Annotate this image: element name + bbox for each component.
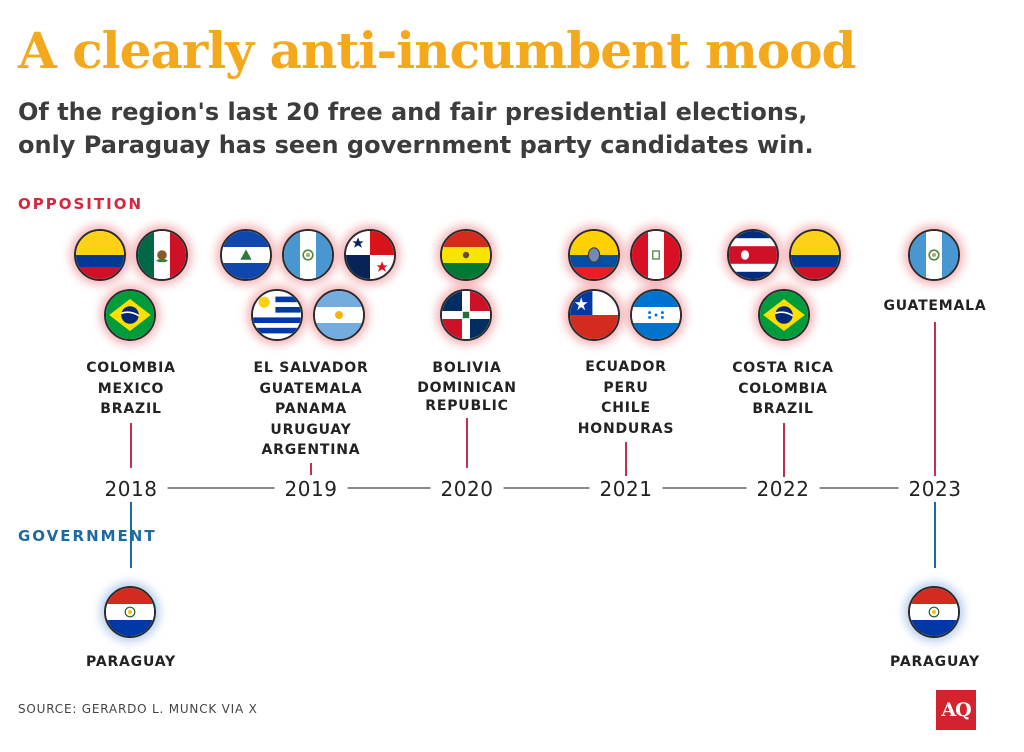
connector-2021-opposition: [625, 442, 627, 476]
connector-2018-opposition: [130, 423, 132, 468]
dominican-republic-flag-icon: [440, 289, 492, 341]
timeline-axis: [130, 487, 935, 489]
paraguay-flag-icon: [104, 586, 156, 638]
country-name: ARGENTINA: [261, 442, 361, 458]
year-label-2018: 2018: [94, 477, 168, 501]
country-name: PERU: [603, 379, 649, 396]
country-name: BRAZIL: [100, 401, 162, 417]
connector-2023-government: [934, 502, 936, 568]
year-label-2020: 2020: [430, 477, 504, 501]
guatemala-flag-icon: [908, 229, 960, 281]
opposition-label: OPPOSITION: [18, 195, 143, 213]
panama-flag-icon: [344, 229, 396, 281]
aq-logo: AQ: [936, 690, 976, 730]
subtitle: Of the region's last 20 free and fair pr…: [18, 96, 814, 162]
country-list-2020: BOLIVIA DOMINICAN REPUBLIC: [417, 358, 517, 415]
government-country-2018: PARAGUAY: [86, 652, 176, 673]
colombia-flag-icon: [74, 229, 126, 281]
country-name: EL SALVADOR: [253, 360, 369, 376]
country-list-2023: GUATEMALA: [883, 296, 986, 317]
source-note: SOURCE: GERARDO L. MUNCK VIA X: [18, 702, 258, 716]
subtitle-line: only Paraguay has seen government party …: [18, 131, 814, 159]
country-name: PANAMA: [275, 401, 347, 417]
uruguay-flag-icon: [251, 289, 303, 341]
country-name: COLOMBIA: [738, 380, 828, 397]
government-label: GOVERNMENT: [18, 527, 157, 545]
argentina-flag-icon: [313, 289, 365, 341]
country-name: COLOMBIA: [86, 360, 176, 376]
brazil-flag-icon: [758, 289, 810, 341]
country-list-2021: ECUADOR PERU CHILE HONDURAS: [578, 357, 674, 439]
ecuador-flag-icon: [568, 229, 620, 281]
country-name: DOMINICAN: [417, 379, 517, 396]
country-list-2019: EL SALVADOR GUATEMALA PANAMA URUGUAY ARG…: [253, 358, 368, 461]
country-name: MEXICO: [97, 380, 165, 397]
bolivia-flag-icon: [440, 229, 492, 281]
honduras-flag-icon: [630, 289, 682, 341]
year-label-2021: 2021: [589, 477, 663, 501]
brazil-flag-icon: [104, 289, 156, 341]
country-name: REPUBLIC: [425, 397, 509, 414]
country-name: PARAGUAY: [890, 654, 980, 670]
country-name: CHILE: [601, 400, 651, 416]
peru-flag-icon: [630, 229, 682, 281]
country-name: GUATEMALA: [883, 298, 987, 314]
country-name: ECUADOR: [585, 359, 667, 375]
chile-flag-icon: [568, 289, 620, 341]
government-country-2023: PARAGUAY: [890, 652, 980, 673]
mexico-flag-icon: [136, 229, 188, 281]
country-list-2018: COLOMBIA MEXICO BRAZIL: [86, 358, 176, 420]
page-title: A clearly anti-incumbent mood: [18, 21, 856, 80]
connector-2022-opposition: [783, 423, 785, 477]
country-list-2022: COSTA RICA COLOMBIA BRAZIL: [732, 358, 834, 420]
country-name: BRAZIL: [752, 401, 814, 417]
guatemala-flag-icon: [282, 229, 334, 281]
country-name: URUGUAY: [270, 421, 352, 438]
country-name: GUATEMALA: [259, 380, 363, 397]
year-label-2022: 2022: [746, 477, 820, 501]
connector-2023-opposition: [934, 322, 936, 476]
costa-rica-flag-icon: [727, 229, 779, 281]
country-name: BOLIVIA: [432, 360, 502, 376]
country-name: HONDURAS: [577, 420, 675, 437]
country-name: PARAGUAY: [86, 654, 176, 670]
year-label-2019: 2019: [274, 477, 348, 501]
year-label-2023: 2023: [898, 477, 972, 501]
connector-2020-opposition: [466, 418, 468, 468]
connector-2018-government: [130, 502, 132, 568]
colombia-flag-icon: [789, 229, 841, 281]
paraguay-flag-icon: [908, 586, 960, 638]
el-salvador-flag-icon: [220, 229, 272, 281]
country-name: COSTA RICA: [732, 360, 834, 376]
connector-2019-opposition: [310, 463, 312, 475]
subtitle-line: Of the region's last 20 free and fair pr…: [18, 98, 808, 126]
